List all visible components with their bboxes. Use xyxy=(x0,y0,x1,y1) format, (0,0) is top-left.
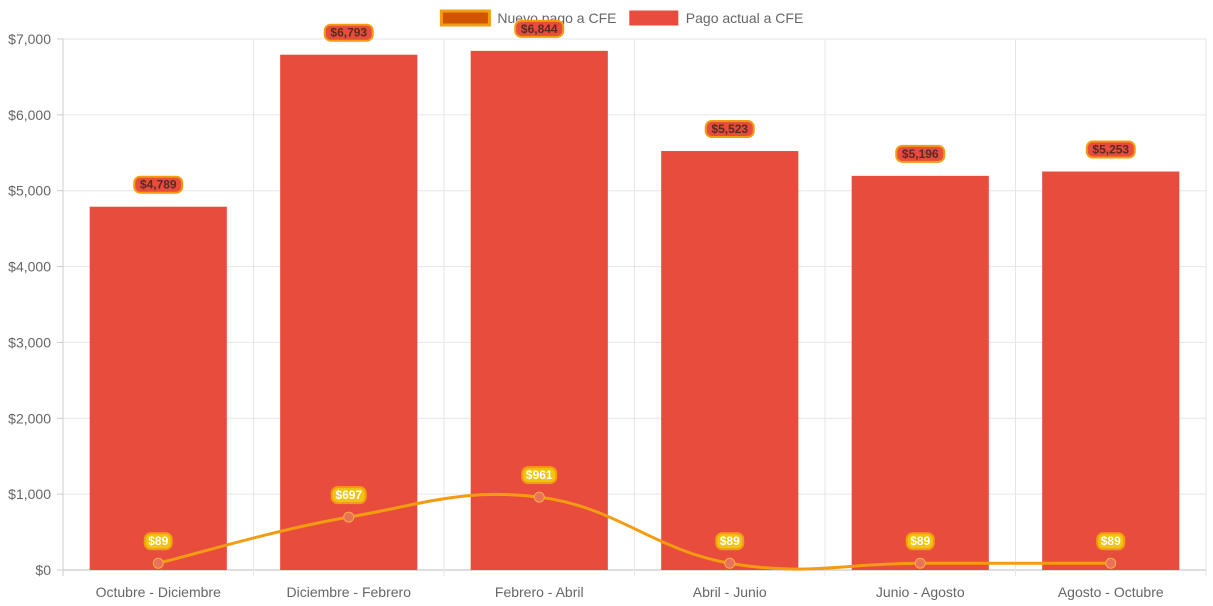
line-label: $89 xyxy=(1101,534,1121,548)
legend-swatch xyxy=(439,9,491,27)
bar-label-box xyxy=(514,19,565,38)
bar xyxy=(1042,171,1180,570)
line-label-box xyxy=(330,486,367,505)
x-axis: Octubre - Diciembre Diciembre - Febrero Fe… xyxy=(96,584,1164,600)
line-series xyxy=(152,491,1117,571)
legend-item: Pago actual a CFE xyxy=(629,10,804,26)
y-axis: $0 $1,000 $2,000 $3,000 $4,000 $5,000 $6,000 $7… xyxy=(8,31,63,578)
x-tick-label: Junio - Agosto xyxy=(876,584,965,600)
line-label: $697 xyxy=(335,488,362,502)
y-tick-label: $5,000 xyxy=(8,183,51,199)
y-tick-label: $7,000 xyxy=(8,31,51,47)
bar xyxy=(89,206,227,570)
bar xyxy=(661,151,799,570)
chart-legend: Nuevo pago a CFE Pago actual a CFE xyxy=(439,9,804,27)
line-label: $89 xyxy=(148,534,168,548)
bar xyxy=(280,54,418,570)
line-label: $89 xyxy=(910,534,930,548)
y-tick-label: $6,000 xyxy=(8,107,51,123)
bar-label-box xyxy=(133,175,184,194)
line-point xyxy=(914,557,926,569)
x-tick-label: Febrero - Abril xyxy=(495,584,584,600)
bar-label-box xyxy=(895,144,946,163)
series-line xyxy=(157,492,1111,571)
chart-grid xyxy=(62,38,1207,576)
bar-label: $6,793 xyxy=(330,26,367,40)
bar xyxy=(851,175,989,570)
legend-swatch xyxy=(629,10,679,26)
y-tick-label: $1,000 xyxy=(8,486,51,502)
bar-label: $4,789 xyxy=(140,178,177,192)
line-point xyxy=(1105,557,1117,569)
line-label-box xyxy=(143,532,173,551)
bar-label-box xyxy=(704,120,755,139)
line-point xyxy=(724,557,736,569)
bar-label: $5,253 xyxy=(1092,143,1129,157)
y-tick-label: $0 xyxy=(35,562,51,578)
line-label-box xyxy=(715,532,745,551)
line-label: $961 xyxy=(526,468,553,482)
bar-label-box xyxy=(323,23,374,42)
line-label-box xyxy=(905,532,935,551)
y-tick-label: $4,000 xyxy=(8,259,51,275)
x-tick-label: Diciembre - Febrero xyxy=(287,584,412,600)
line-point xyxy=(533,491,545,503)
bar-label: $5,196 xyxy=(902,147,939,161)
line-label-box xyxy=(1096,532,1126,551)
line-point xyxy=(152,557,164,569)
y-tick-label: $2,000 xyxy=(8,410,51,426)
data-labels: $4,789 $6,793 $6,844 $5,523 $5,196 $5,253 $89 $… xyxy=(133,19,1136,551)
x-tick-label: Agosto - Octubre xyxy=(1058,584,1164,600)
line-label: $89 xyxy=(720,534,740,548)
x-tick-label: Abril - Junio xyxy=(693,584,767,600)
y-tick-label: $3,000 xyxy=(8,334,51,350)
bar-label: $5,523 xyxy=(711,122,748,136)
bar-series xyxy=(89,50,1180,570)
bar-label: $6,844 xyxy=(521,22,558,36)
x-tick-label: Octubre - Diciembre xyxy=(96,584,221,600)
line-label-box xyxy=(521,466,558,485)
line-point xyxy=(343,511,355,523)
legend-label: Pago actual a CFE xyxy=(686,10,804,26)
bar-label-box xyxy=(1085,140,1136,159)
